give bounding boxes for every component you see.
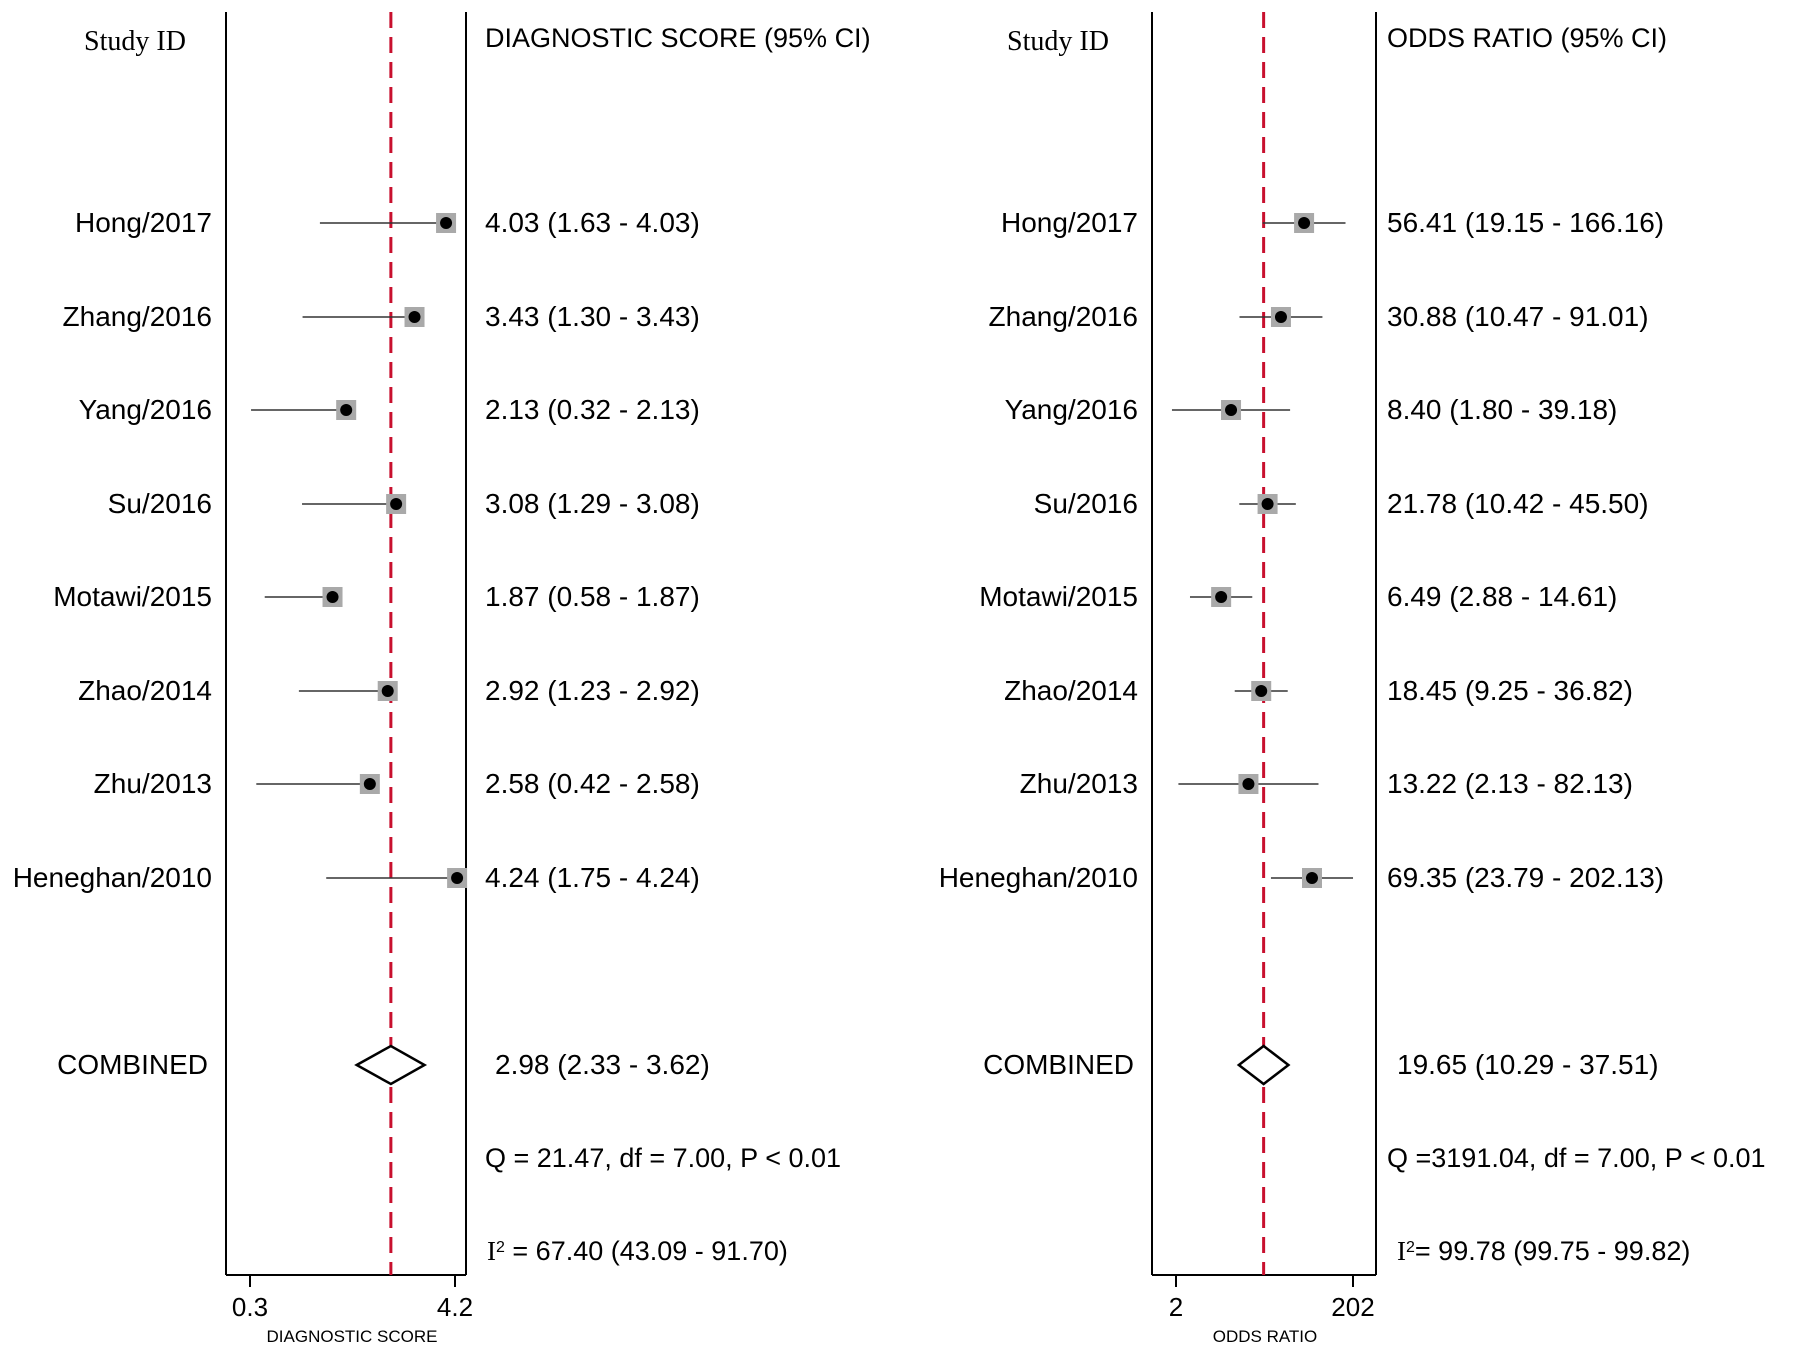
x-tick-label: 202: [1331, 1292, 1374, 1322]
study-label: Heneghan/2010: [939, 862, 1138, 893]
study-label: Zhu/2013: [94, 768, 212, 799]
study-row: Heneghan/2010 4.24 (1.75 - 4.24): [13, 862, 700, 893]
point-estimate: [1274, 311, 1287, 323]
study-label: Zhang/2016: [63, 301, 212, 332]
combined-estimate-text: 19.65 (10.29 - 37.51): [1397, 1049, 1659, 1080]
study-row: Heneghan/2010 69.35 (23.79 - 202.13): [939, 862, 1664, 893]
x-axis-title: DIAGNOSTIC SCORE: [267, 1327, 438, 1346]
estimate-ci-text: 1.87 (0.58 - 1.87): [485, 581, 700, 612]
heterogeneity-q-text: Q =3191.04, df = 7.00, P < 0.01: [1387, 1143, 1766, 1173]
x-tick-label: 4.2: [437, 1292, 473, 1322]
study-row: Zhao/2014 2.92 (1.23 - 2.92): [78, 675, 700, 706]
estimate-ci-text: 30.88 (10.47 - 91.01): [1387, 301, 1649, 332]
combined-diamond: [1236, 1044, 1291, 1086]
study-label: Yang/2016: [79, 394, 212, 425]
combined-estimate-text: 2.98 (2.33 - 3.62): [495, 1049, 710, 1080]
estimate-ci-text: 4.24 (1.75 - 4.24): [485, 862, 700, 893]
estimate-ci-text: 3.43 (1.30 - 3.43): [485, 301, 700, 332]
x-tick-label: 0.3: [232, 1292, 268, 1322]
study-row: Hong/2017 56.41 (19.15 - 166.16): [1001, 207, 1664, 238]
estimate-ci-text: 13.22 (2.13 - 82.13): [1387, 768, 1633, 799]
point-estimate: [1225, 404, 1238, 416]
study-label: Motawi/2015: [979, 581, 1138, 612]
estimate-ci-text: 6.49 (2.88 - 14.61): [1387, 581, 1617, 612]
heterogeneity-q-text: Q = 21.47, df = 7.00, P < 0.01: [485, 1143, 841, 1173]
point-estimate: [1261, 498, 1274, 510]
forest-panel-1: Study ID DIAGNOSTIC SCORE (95% CI) 0.3 4.2 D…: [13, 12, 871, 1346]
point-estimate: [1215, 591, 1228, 603]
estimate-ci-text: 3.08 (1.29 - 3.08): [485, 488, 700, 519]
point-estimate: [1242, 778, 1255, 790]
estimate-ci-text: 2.92 (1.23 - 2.92): [485, 675, 700, 706]
point-estimate: [326, 591, 339, 603]
study-row: Yang/2016 2.13 (0.32 - 2.13): [79, 394, 700, 425]
column-header-estimate: DIAGNOSTIC SCORE (95% CI): [485, 23, 871, 53]
column-header-study-id: Study ID: [84, 26, 186, 57]
study-row: Zhu/2013 13.22 (2.13 - 82.13): [1020, 768, 1633, 799]
study-row: Su/2016 3.08 (1.29 - 3.08): [108, 488, 700, 519]
study-row: Zhu/2013 2.58 (0.42 - 2.58): [94, 768, 700, 799]
study-label: Zhao/2014: [78, 675, 212, 706]
point-estimate: [363, 778, 376, 790]
study-row: Motawi/2015 6.49 (2.88 - 14.61): [979, 581, 1617, 612]
study-label: Zhu/2013: [1020, 768, 1138, 799]
study-row: Hong/2017 4.03 (1.63 - 4.03): [75, 207, 700, 238]
study-row: Motawi/2015 1.87 (0.58 - 1.87): [53, 581, 700, 612]
point-estimate: [451, 872, 464, 884]
heterogeneity-i2-text: I2 = 67.40 (43.09 - 91.70): [487, 1236, 788, 1266]
combined-label: COMBINED: [983, 1049, 1134, 1080]
estimate-ci-text: 21.78 (10.42 - 45.50): [1387, 488, 1649, 519]
study-label: Su/2016: [1034, 488, 1138, 519]
study-row: Yang/2016 8.40 (1.80 - 39.18): [1005, 394, 1618, 425]
estimate-ci-text: 4.03 (1.63 - 4.03): [485, 207, 700, 238]
point-estimate: [1255, 685, 1268, 697]
study-label: Heneghan/2010: [13, 862, 212, 893]
column-header-estimate: ODDS RATIO (95% CI): [1387, 23, 1667, 53]
estimate-ci-text: 2.58 (0.42 - 2.58): [485, 768, 700, 799]
combined-label: COMBINED: [57, 1049, 208, 1080]
study-label: Zhang/2016: [989, 301, 1138, 332]
x-axis-title: ODDS RATIO: [1213, 1327, 1318, 1346]
x-tick-label: 2: [1169, 1292, 1183, 1322]
study-label: Su/2016: [108, 488, 212, 519]
estimate-ci-text: 56.41 (19.15 - 166.16): [1387, 207, 1664, 238]
estimate-ci-text: 18.45 (9.25 - 36.82): [1387, 675, 1633, 706]
point-estimate: [1305, 872, 1318, 884]
study-label: Yang/2016: [1005, 394, 1138, 425]
study-label: Zhao/2014: [1004, 675, 1138, 706]
study-row: Zhao/2014 18.45 (9.25 - 36.82): [1004, 675, 1633, 706]
forest-panel-2: Study ID ODDS RATIO (95% CI) 2 202 ODDS RATI…: [939, 12, 1766, 1346]
point-estimate: [408, 311, 421, 323]
estimate-ci-text: 8.40 (1.80 - 39.18): [1387, 394, 1617, 425]
study-row: Su/2016 21.78 (10.42 - 45.50): [1034, 488, 1649, 519]
study-row: Zhang/2016 3.43 (1.30 - 3.43): [63, 301, 700, 332]
estimate-ci-text: 2.13 (0.32 - 2.13): [485, 394, 700, 425]
study-label: Hong/2017: [75, 207, 212, 238]
heterogeneity-i2-text: I2= 99.78 (99.75 - 99.82): [1397, 1236, 1690, 1266]
point-estimate: [1298, 217, 1311, 229]
column-header-study-id: Study ID: [1007, 26, 1109, 57]
study-label: Hong/2017: [1001, 207, 1138, 238]
point-estimate: [381, 685, 394, 697]
point-estimate: [340, 404, 353, 416]
point-estimate: [440, 217, 453, 229]
combined-diamond: [354, 1044, 428, 1086]
study-row: Zhang/2016 30.88 (10.47 - 91.01): [989, 301, 1649, 332]
point-estimate: [390, 498, 403, 510]
study-label: Motawi/2015: [53, 581, 212, 612]
estimate-ci-text: 69.35 (23.79 - 202.13): [1387, 862, 1664, 893]
